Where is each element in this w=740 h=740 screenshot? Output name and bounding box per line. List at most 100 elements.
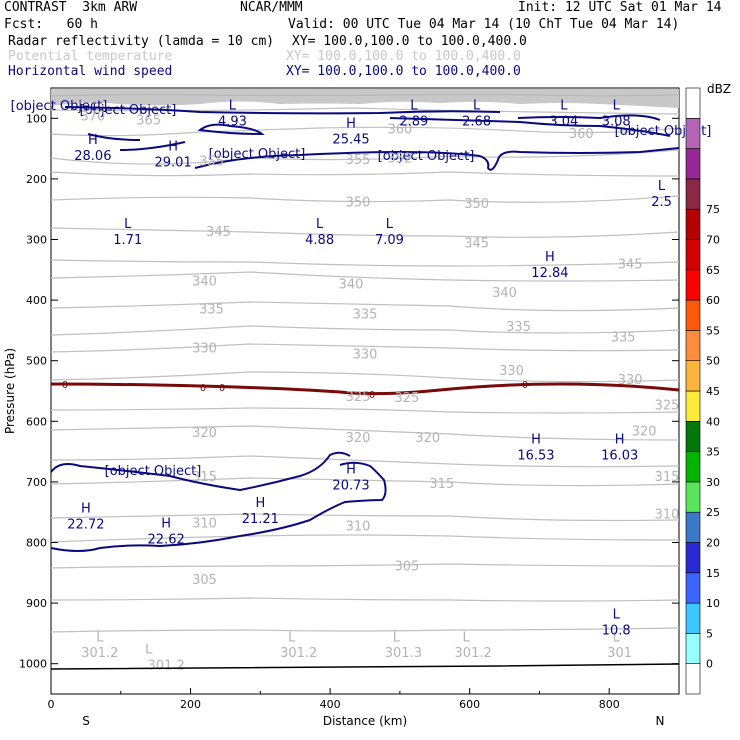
wind-extremum-type: L: [473, 98, 481, 113]
colorbar-level: 60: [706, 294, 720, 307]
field1-name: Radar reflectivity (lamda = 10 cm): [8, 34, 275, 49]
wind-extremum-value: 1.71: [113, 233, 142, 248]
colorbar-level: 20: [706, 537, 720, 550]
wind-extremum-value: 21.21: [242, 512, 279, 527]
y-tick-label: 300: [26, 234, 47, 247]
theta-label: 330: [499, 364, 524, 379]
theta-label: 315: [192, 470, 217, 485]
surface-line: [50, 663, 680, 670]
zero-isotherm-labels: 0 0 0 0 0: [62, 380, 528, 401]
theta-label: 310: [346, 520, 371, 535]
theta-label: 305: [394, 560, 419, 575]
colorbar-swatch: [685, 330, 701, 361]
wind-extremum-value: 2.5: [651, 195, 672, 210]
wind-extremum-type: L: [613, 607, 621, 622]
wind-extremum-type: H: [161, 517, 171, 532]
valid-time: Valid: 00 UTC Tue 04 Mar 14 (10 ChT Tue …: [288, 17, 680, 32]
theta-label: 310: [655, 507, 680, 522]
wind-extremum-value: 4.88: [305, 233, 334, 248]
plot-frame: [50, 87, 680, 695]
colorbar-swatch: [685, 360, 701, 392]
x-tick-label: 400: [320, 698, 341, 711]
colorbar-swatch: [685, 602, 701, 634]
wind-extremum-value: 2.89: [399, 114, 428, 129]
colorbar-level: 5: [706, 627, 713, 640]
theta-low-marker: L: [96, 630, 104, 645]
colorbar-swatch: [685, 269, 701, 301]
colorbar-swatch: [685, 299, 701, 331]
wind-extremum-value: 10.8: [602, 623, 631, 638]
wind-contour-label: [object Object]: [209, 147, 306, 162]
theta-label: 330: [192, 341, 217, 356]
field3-xy: XY= 100.0,100.0 to 100.0,400.0: [286, 64, 521, 79]
colorbar-swatch: [685, 663, 701, 695]
colorbar-swatch: [685, 511, 701, 543]
wind-extremum-value: 22.72: [67, 517, 104, 532]
theta-label: 301.2: [81, 646, 118, 661]
colorbar-swatch: [685, 451, 701, 483]
wind-extremum-type: L: [229, 98, 237, 113]
field2-name: Potential temperature: [8, 49, 173, 64]
zero-label: 0: [369, 390, 375, 401]
theta-label: 355: [199, 155, 224, 170]
y-tick-label: 400: [26, 294, 47, 307]
axes: 0 200 400 600 800 100 200 300 400 500 600 700 800 900…: [19, 112, 680, 711]
endpoint-right: N: [656, 714, 665, 728]
wind-extremum-type: L: [410, 98, 418, 113]
x-tick-label: 800: [599, 698, 620, 711]
theta-label: 345: [464, 237, 489, 252]
colorbar-level: 0: [706, 658, 713, 671]
wind-extremum-value: 16.03: [601, 448, 638, 463]
wind-extremum-value: 16.53: [517, 448, 554, 463]
wind-extremum-value: 7.09: [375, 233, 404, 248]
theta-isentropes: [50, 107, 680, 633]
theta-label: 340: [192, 275, 217, 290]
theta-label: 315: [655, 470, 680, 485]
theta-low-marker: L: [463, 630, 471, 645]
y-tick-label: 600: [26, 415, 47, 428]
colorbar-level: 30: [706, 476, 720, 489]
wind-extremum-type: L: [124, 217, 132, 232]
wind-extrema: L4.93L2.89L2.68L3.04L3.08H25.45H28.06H29…: [67, 98, 672, 638]
wind-extremum-type: L: [658, 179, 666, 194]
theta-label: 335: [199, 303, 224, 318]
wind-contour-label: [object Object]: [105, 464, 202, 479]
colorbar-level: 25: [706, 506, 720, 519]
endpoint-left: S: [82, 714, 90, 728]
theta-label: 320: [632, 424, 657, 439]
y-tick-label: 700: [26, 476, 47, 489]
theta-low-marker: L: [613, 630, 621, 645]
theta-label: 315: [429, 477, 454, 492]
init-time: Init: 12 UTC Sat 01 Mar 14: [518, 0, 722, 15]
theta-label: 301.2: [280, 646, 317, 661]
model-title: CONTRAST 3km ARW: [4, 0, 138, 15]
theta-label: 335: [611, 330, 636, 345]
y-tick-label: 100: [26, 112, 47, 125]
colorbar-level: 45: [706, 385, 720, 398]
theta-label: 330: [618, 373, 643, 388]
wind-extremum-type: H: [346, 463, 356, 478]
colorbar-swatch: [685, 542, 701, 574]
colorbar-level: 55: [706, 324, 720, 337]
colorbar-level: 70: [706, 234, 720, 247]
colorbar-swatch: [685, 178, 701, 210]
colorbar-swatch: [685, 148, 701, 180]
colorbar-swatch: [685, 239, 701, 271]
theta-label: 365: [136, 114, 161, 129]
theta-label: 345: [206, 225, 231, 240]
wind-extremum-value: 12.84: [531, 266, 568, 281]
wind-extremum-type: H: [531, 432, 541, 447]
x-axis-label: Distance (km): [323, 714, 407, 728]
colorbar-level: 40: [706, 415, 720, 428]
theta-label: 352: [387, 152, 412, 167]
wind-extremum-value: 2.68: [462, 114, 491, 129]
zero-label: 0: [62, 380, 68, 391]
theta-label: 301.3: [385, 646, 422, 661]
wind-extremum-value: 22.62: [148, 533, 185, 548]
wind-extremum-type: H: [81, 501, 91, 516]
colorbar-title: dBZ: [707, 82, 731, 96]
theta-label: 305: [192, 573, 217, 588]
y-axis-label: Pressure (hPa): [3, 348, 17, 434]
wind-contour-label: [object Object]: [80, 103, 177, 118]
x-tick-label: 600: [459, 698, 480, 711]
